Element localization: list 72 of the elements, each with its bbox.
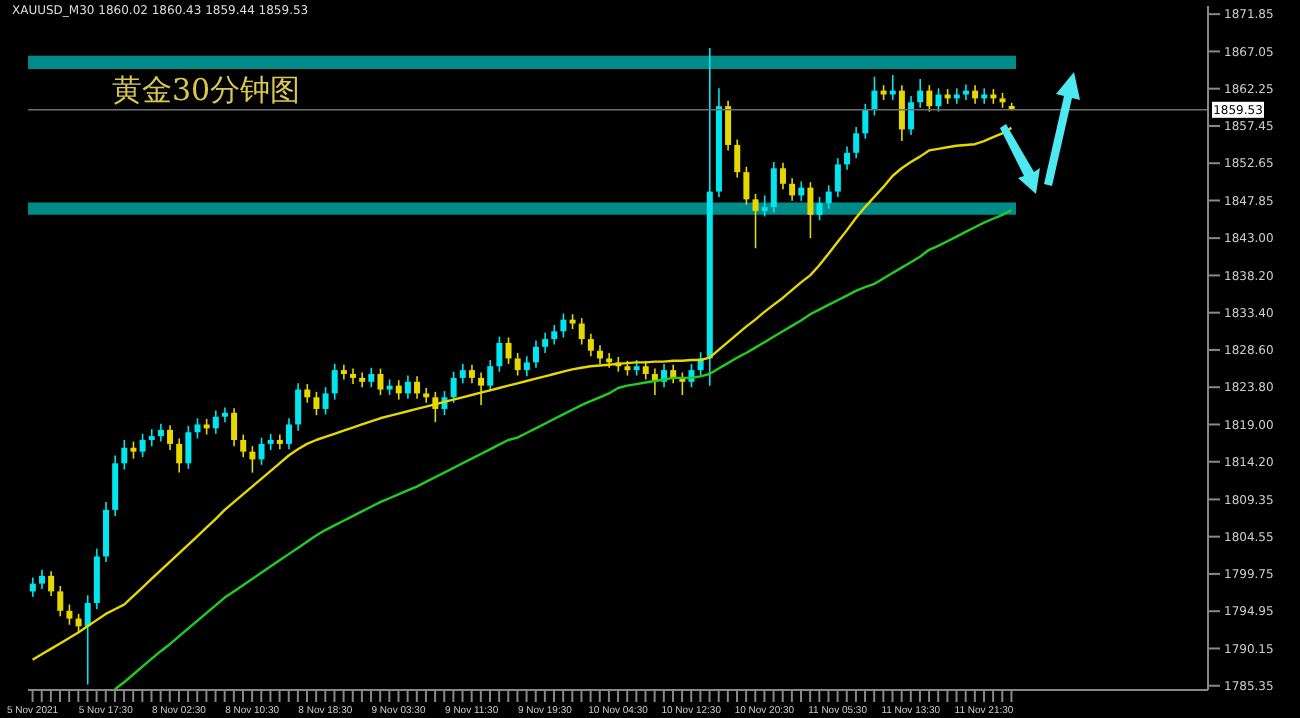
candlestick [459, 363, 466, 385]
candlestick [478, 371, 485, 406]
candlestick [871, 75, 878, 117]
candlestick [313, 391, 320, 416]
candlestick [889, 74, 896, 101]
candlestick [194, 417, 201, 440]
candlestick [167, 424, 174, 451]
candlestick [359, 371, 366, 389]
candlestick [377, 367, 384, 396]
candlestick [505, 336, 512, 365]
candlestick [38, 568, 45, 590]
candlestick [148, 428, 155, 448]
candlestick [743, 165, 750, 206]
candlestick [212, 409, 219, 435]
candlestick [578, 317, 585, 346]
candlestick [93, 547, 100, 611]
candlestick [834, 157, 841, 198]
candlestick [240, 433, 247, 458]
candlestick [862, 103, 869, 140]
candlestick [807, 181, 814, 239]
candlestick [48, 570, 55, 597]
candlestick [560, 312, 567, 339]
candlestick [103, 501, 110, 563]
candlestick [853, 126, 860, 159]
line-series [113, 208, 1013, 690]
candlestick [532, 339, 539, 369]
candlestick [496, 335, 503, 373]
candlestick [231, 407, 238, 448]
candlestick [935, 87, 942, 113]
candlestick [542, 332, 549, 354]
candlestick [779, 162, 786, 191]
candlestick [368, 367, 375, 389]
candlestick [176, 437, 183, 474]
candlestick [917, 78, 924, 109]
candlestick [642, 360, 649, 381]
candlestick [908, 95, 915, 136]
candlestick [331, 363, 338, 401]
candlestick [285, 417, 292, 451]
candlestick [468, 363, 475, 385]
candlestick [112, 454, 119, 517]
candlestick [404, 374, 411, 400]
candlestick [898, 84, 905, 142]
candlestick [514, 352, 521, 377]
candlestick [221, 406, 228, 423]
candlestick [816, 196, 823, 222]
text: 黄金30分钟图 [112, 72, 301, 110]
candlestick [66, 603, 73, 626]
candlestick [57, 585, 64, 618]
candlestick [258, 436, 265, 466]
candlestick [587, 332, 594, 357]
candlestick [551, 324, 558, 346]
candlestick [139, 432, 146, 458]
candlestick [185, 425, 192, 470]
candlestick [926, 84, 933, 113]
candlestick [322, 386, 329, 416]
candlestick [487, 359, 494, 392]
candlestick [962, 83, 969, 101]
candlestick [121, 439, 128, 471]
candlestick [734, 138, 741, 179]
candlestick [423, 387, 430, 404]
candlestick [844, 145, 851, 171]
candlestick [295, 382, 302, 432]
candlestick [789, 177, 796, 202]
candlestick [761, 194, 768, 218]
candlestick [450, 370, 457, 404]
candlestick [523, 355, 530, 378]
candlestick [770, 161, 777, 214]
candlestick [825, 184, 832, 210]
candlestick [84, 594, 91, 686]
candlestick [414, 375, 421, 400]
candlestick [752, 193, 759, 250]
candlestick [725, 99, 732, 152]
